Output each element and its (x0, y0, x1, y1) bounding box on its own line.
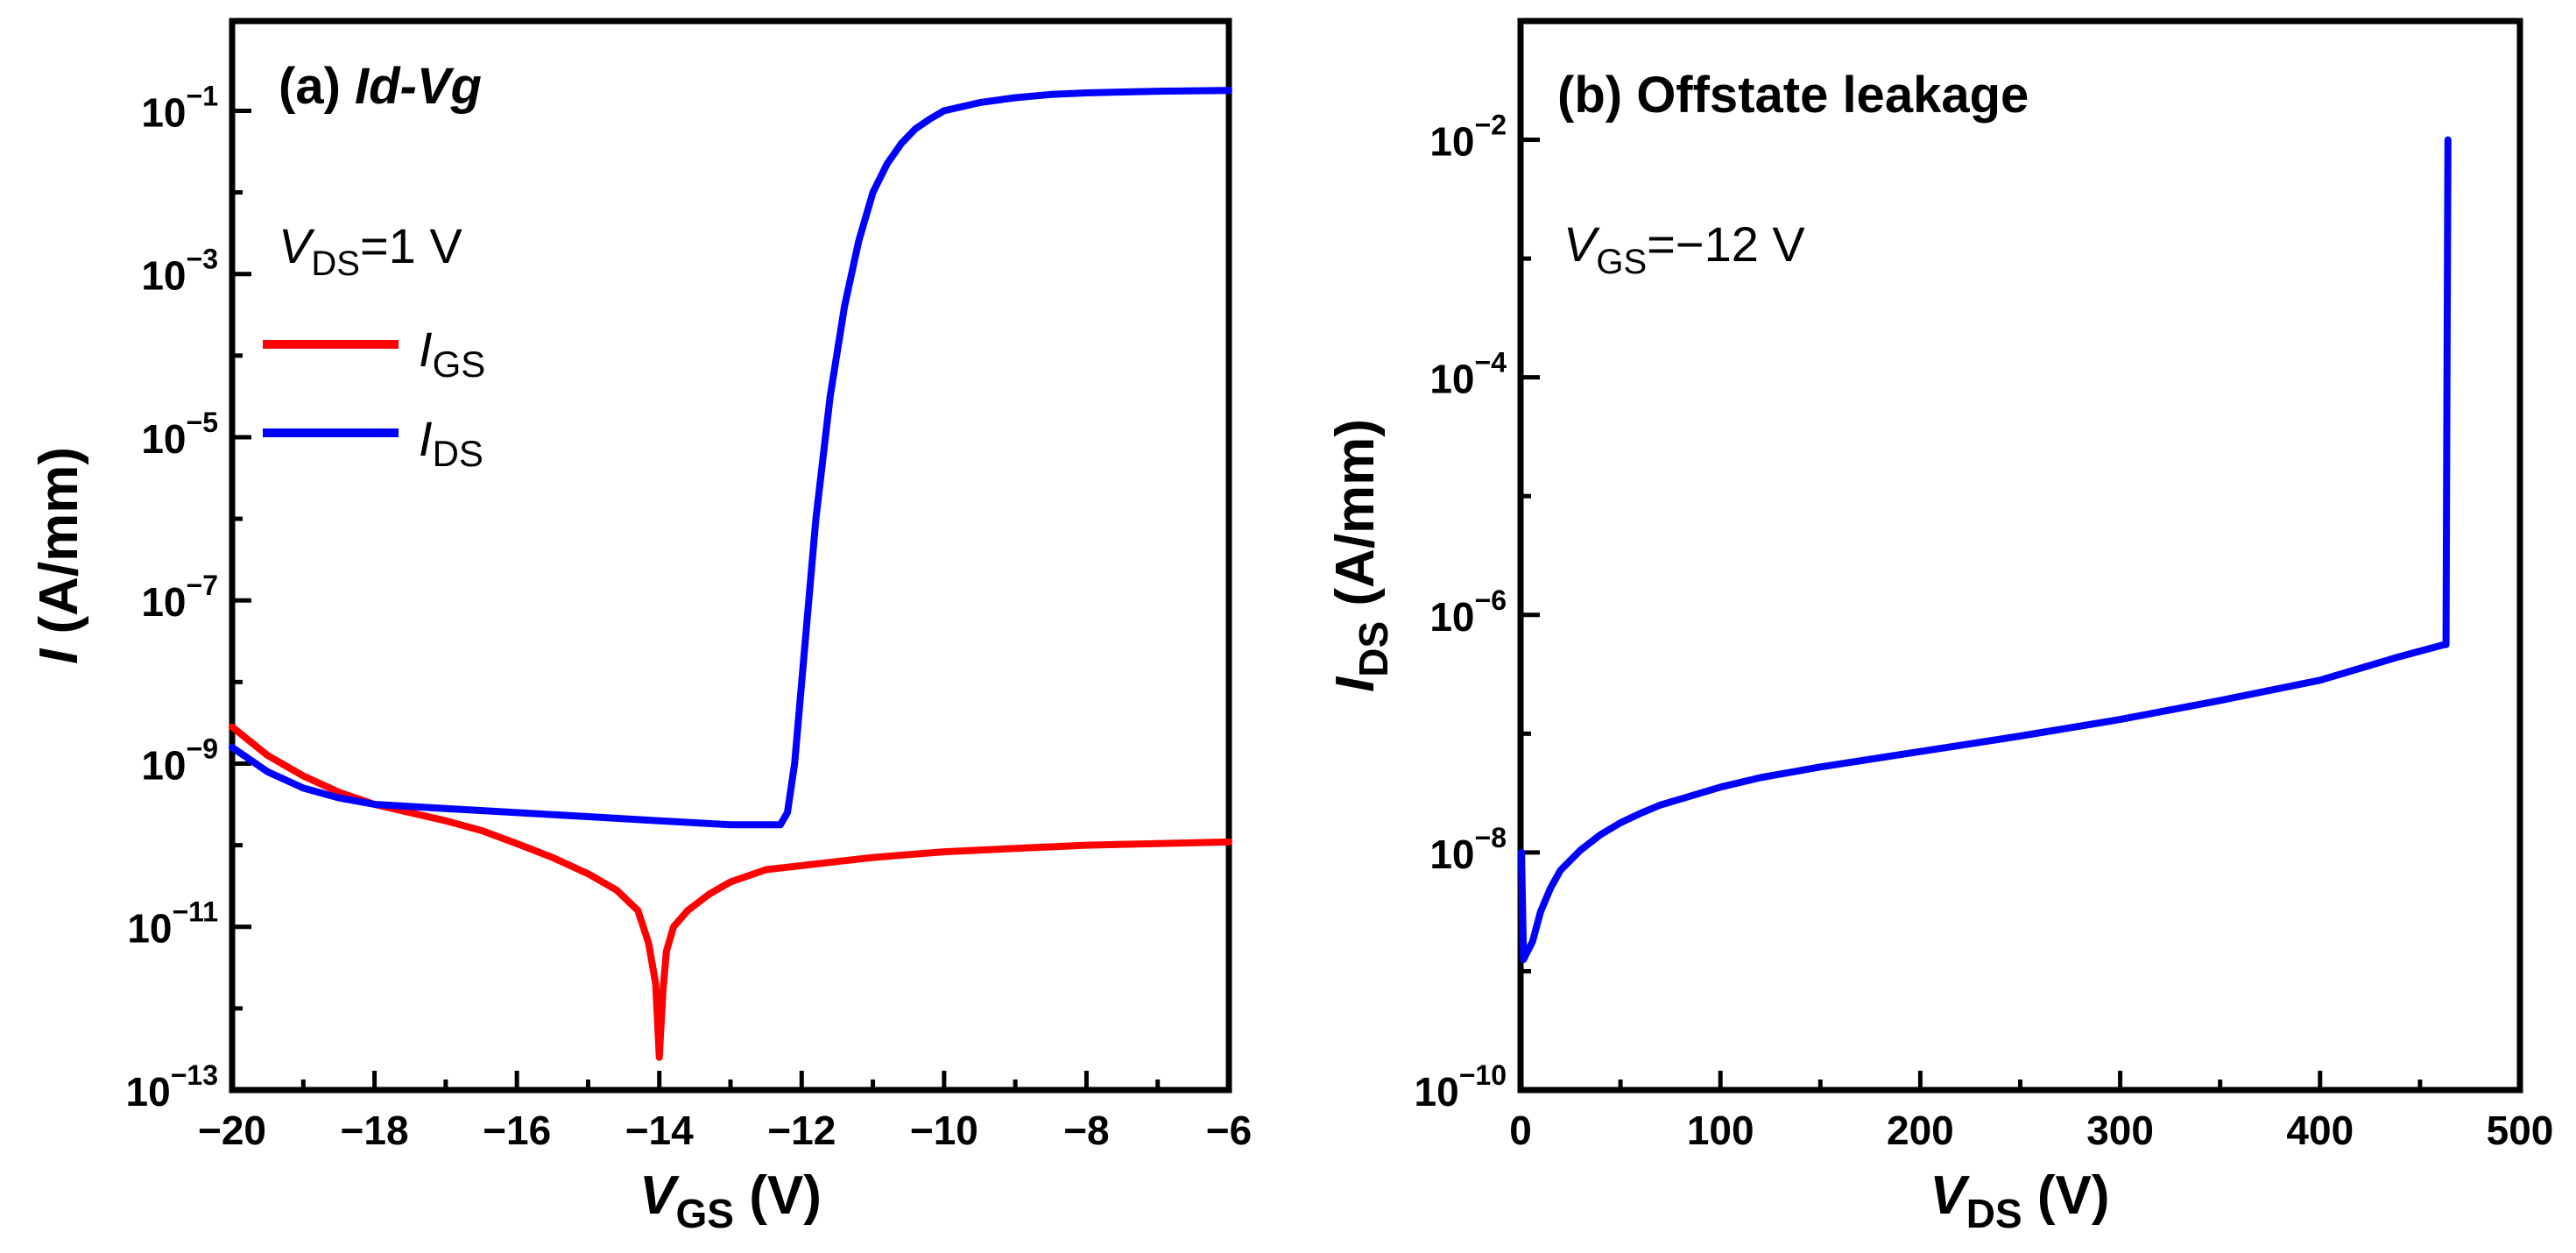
legend-ids-subscript: DS (433, 433, 483, 474)
panel-a-series-ids (229, 87, 1232, 829)
panel-a-ylabel-symbol: I (29, 648, 89, 664)
panel-a-xlabel-rest: (V) (734, 1165, 822, 1226)
panel-a-y-tick-label: 10−1 (141, 80, 218, 135)
panel-a-title: (a) Id-Vg (279, 58, 482, 115)
panel-b-vgs-annotation: VGS=−12 V (1563, 216, 1805, 281)
panel-a-annot-subscript: DS (311, 244, 360, 283)
legend-igs-subscript: GS (433, 343, 486, 385)
panel-b-y-tick-label: 10−8 (1429, 822, 1507, 877)
panel-b-x-tick-label: 0 (1509, 1108, 1532, 1153)
panel-b-y-axis-label: IDS (A/mm) (1325, 419, 1396, 692)
panel-b-ylabel-subscript: DS (1351, 621, 1396, 677)
panel-b-xlabel-rest: (V) (2022, 1165, 2110, 1226)
panel-b-ticks: 0 100 200 300 400 500 10−10 10−8 10−6 10−4 10−2 (1415, 110, 2554, 1153)
panel-b-x-tick-label: 200 (1887, 1108, 1954, 1153)
legend-ids-symbol: I (419, 411, 433, 466)
panel-b-annot-symbol: V (1563, 216, 1600, 272)
panel-a-x-tick-label: −10 (910, 1108, 978, 1153)
panel-b-annot-rest: =−12 V (1647, 216, 1805, 272)
panel-a-title-main: Id-Vg (355, 58, 482, 115)
panel-a-x-tick-label: −20 (198, 1108, 266, 1153)
panel-a-title-prefix: (a) (279, 58, 341, 115)
panel-a-y-tick-label: 10−9 (141, 733, 218, 788)
panel-a-ticks: −20 −18 −16 −14 −12 −10 −8 −6 10−13 10−11 10−9 10−7… (126, 80, 1253, 1153)
legend-ids-label: IDS (419, 411, 483, 474)
panel-a-x-tick-label: −14 (625, 1108, 694, 1153)
panel-b-annot-subscript: GS (1596, 243, 1647, 281)
panel-b-plot-frame (1517, 18, 2523, 1094)
panel-b-xlabel-subscript: DS (1966, 1191, 2022, 1236)
panel-a-y-axis-label: I (A/mm) (29, 447, 89, 664)
panel-a-xlabel-subscript: GS (676, 1191, 734, 1236)
panel-a-x-tick-label: −6 (1206, 1108, 1252, 1153)
panel-a-annot-rest: =1 V (360, 218, 462, 273)
panel-a-vds-annotation: VDS=1 V (279, 218, 462, 283)
panel-a-x-tick-label: −8 (1063, 1108, 1109, 1153)
panel-a-series (229, 87, 1232, 1061)
panel-b-x-tick-label: 400 (2286, 1108, 2354, 1153)
panel-b-ylabel-symbol: I (1325, 676, 1386, 692)
panel-a-y-tick-label: 10−11 (127, 896, 218, 952)
panel-b-x-tick-label: 100 (1687, 1108, 1754, 1153)
panel-b-series-ids (1518, 136, 2452, 963)
panel-b-title: (b) Offstate leakage (1557, 67, 2029, 124)
panel-a-legend: IGS IDS (263, 322, 485, 474)
panel-a-id-vg: −20 −18 −16 −14 −12 −10 −8 −6 10−13 10−11 10−9 10−7… (29, 18, 1253, 1236)
panel-b-y-tick-label: 10−10 (1415, 1059, 1507, 1115)
panel-b-title-main: Offstate leakage (1636, 67, 2029, 124)
panel-a-x-tick-label: −12 (767, 1108, 836, 1153)
panel-a-ylabel-rest: (A/mm) (29, 447, 89, 649)
panel-a-x-axis-label: VGS (V) (639, 1165, 822, 1236)
legend-igs-symbol: I (419, 322, 433, 377)
legend-igs-label: IGS (419, 322, 485, 385)
panel-b-x-tick-label: 500 (2487, 1108, 2554, 1153)
panel-a-y-tick-label: 10−5 (141, 407, 218, 462)
panel-a-y-tick-label: 10−3 (141, 244, 218, 299)
panel-b-title-prefix: (b) (1557, 67, 1622, 124)
panel-a-x-tick-label: −18 (341, 1108, 409, 1153)
panel-b-y-tick-label: 10−2 (1429, 110, 1507, 165)
panel-a-xlabel-symbol: V (639, 1165, 680, 1226)
panel-b-y-tick-label: 10−6 (1429, 584, 1507, 640)
panel-b-x-tick-label: 300 (2086, 1108, 2154, 1153)
panel-b-ylabel-rest: (A/mm) (1325, 419, 1386, 621)
panel-a-plot-frame (229, 18, 1232, 1094)
panel-b-x-axis-label: VDS (V) (1930, 1165, 2109, 1236)
panel-a-y-tick-label: 10−13 (126, 1059, 218, 1115)
panel-b-y-tick-label: 10−4 (1429, 347, 1507, 402)
panel-a-x-tick-label: −16 (483, 1108, 551, 1153)
panel-a-series-igs (229, 723, 1232, 1061)
panel-b-offstate-leakage: 0 100 200 300 400 500 10−10 10−8 10−6 10−4 10−2 (b… (1325, 18, 2554, 1236)
panel-a-y-tick-label: 10−7 (141, 570, 218, 625)
panel-a-annot-symbol: V (279, 218, 315, 273)
panel-b-xlabel-symbol: V (1930, 1165, 1970, 1226)
panel-b-series (1518, 136, 2452, 963)
